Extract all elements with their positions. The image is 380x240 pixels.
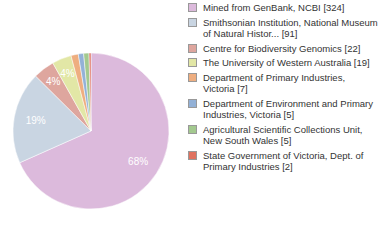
- svg-text:68%: 68%: [128, 156, 148, 167]
- html-text:Mined from GenBank, NCBI [324]: Mined from GenBank, NCBI [324]: [203, 2, 345, 13]
- html-text:Smithsonian Institution, Natio: Smithsonian Institution, National Museum…: [203, 16, 378, 39]
- svg-text:4%: 4%: [60, 68, 75, 79]
- svg-text:19%: 19%: [26, 115, 46, 126]
- html-text:State Government of Victoria,: State Government of Victoria, Dept. of P…: [203, 149, 364, 172]
- html-text:Department of Primary Industri: Department of Primary Industries, Victor…: [203, 71, 345, 94]
- svg-text:4%: 4%: [46, 76, 61, 87]
- html-text:Agricultural Scientific Collec: Agricultural Scientific Collections Unit…: [203, 123, 363, 146]
- html-text:Centre for Biodiversity Genomi: Centre for Biodiversity Genomics [22]: [203, 42, 361, 54]
- html-text:The University of Western Aust: The University of Western Australia [19]: [203, 57, 370, 68]
- html-text:Department of Environment and: Department of Environment and Primary In…: [203, 97, 373, 120]
